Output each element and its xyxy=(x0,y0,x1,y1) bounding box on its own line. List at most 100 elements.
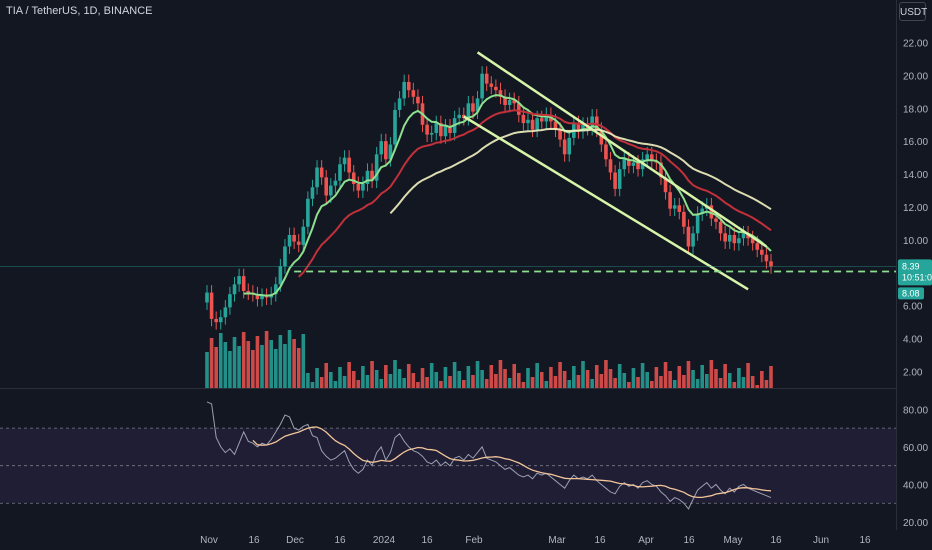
candle-body xyxy=(576,123,581,132)
candle-body xyxy=(594,116,599,130)
volume-bar xyxy=(241,332,246,388)
candle-body xyxy=(512,100,517,104)
volume-bar xyxy=(324,363,329,388)
volume-bar xyxy=(448,376,452,388)
time-tick-label: Dec xyxy=(286,535,304,546)
candle-body xyxy=(420,103,425,125)
candle-body xyxy=(572,123,576,138)
time-tick-label: Feb xyxy=(465,535,483,546)
countdown-label: 10:51:01 xyxy=(902,272,932,282)
candle-body xyxy=(549,114,553,122)
candle-body xyxy=(737,238,741,244)
candle-body xyxy=(732,234,737,244)
volume-bar xyxy=(260,345,264,388)
candle-body xyxy=(388,144,393,160)
candle-body xyxy=(709,205,714,219)
volume-bar xyxy=(714,369,718,388)
candle-body xyxy=(613,172,617,189)
volume-bar xyxy=(452,362,457,388)
volume-bar xyxy=(480,370,484,388)
volume-bar xyxy=(732,382,737,388)
last-price-label: 8.39 xyxy=(902,261,920,271)
candle-body xyxy=(562,139,567,155)
candle-body xyxy=(461,114,466,119)
volume-bar xyxy=(402,378,406,388)
volume-bar xyxy=(709,360,714,388)
candle-body xyxy=(402,81,406,99)
candle-body xyxy=(324,177,329,196)
candle-body xyxy=(663,177,668,193)
volume-bar xyxy=(608,369,613,388)
candle-body xyxy=(494,86,498,91)
volume-bar xyxy=(319,377,324,388)
candle-body xyxy=(544,114,549,122)
candle-body xyxy=(649,154,654,161)
candle-body xyxy=(342,157,347,165)
volume-bar xyxy=(654,367,659,388)
time-tick-label: 16 xyxy=(770,535,782,546)
candle-body xyxy=(338,164,342,181)
volume-bar xyxy=(769,366,773,388)
volume-bar xyxy=(471,375,475,388)
volume-bar xyxy=(434,372,439,388)
volume-bar xyxy=(764,380,769,388)
candle-body xyxy=(264,295,269,298)
rsi-tick-label: 40.00 xyxy=(903,480,928,491)
volume-bar xyxy=(411,373,416,388)
volume-bar xyxy=(205,352,209,388)
volume-bar xyxy=(296,348,301,388)
candle-body xyxy=(333,180,338,186)
volume-bar xyxy=(668,371,672,388)
volume-bar xyxy=(737,368,741,388)
volume-bar xyxy=(214,347,218,388)
volume-bar xyxy=(604,360,608,388)
candle-body xyxy=(466,103,471,119)
candle-body xyxy=(585,124,590,129)
volume-bar xyxy=(420,368,425,388)
support-badge xyxy=(898,287,924,300)
volume-bar xyxy=(507,378,512,388)
candle-body xyxy=(617,169,622,189)
candle-body xyxy=(287,234,292,247)
candle-body xyxy=(521,114,526,124)
price-tick-label: 8.00 xyxy=(903,269,923,280)
candle-body xyxy=(255,294,260,300)
time-tick-label: 16 xyxy=(334,535,346,546)
candle-body xyxy=(526,119,530,124)
volume-bar xyxy=(351,371,356,388)
volume-bar xyxy=(342,376,347,388)
candle-body xyxy=(480,73,484,99)
volume-bar xyxy=(590,379,594,388)
candle-body xyxy=(659,162,663,178)
candle-body xyxy=(746,233,750,239)
volume-bar xyxy=(517,373,521,388)
candle-body xyxy=(374,154,379,181)
candle-body xyxy=(645,154,649,160)
candle-body xyxy=(507,100,512,105)
candle-body xyxy=(384,141,388,160)
candle-body xyxy=(228,294,232,308)
volume-bar xyxy=(544,381,549,388)
candle-body xyxy=(727,234,732,242)
currency-unit-button[interactable]: USDT xyxy=(899,2,927,21)
candle-body xyxy=(406,81,411,91)
volume-bar xyxy=(494,374,498,388)
pane-divider xyxy=(0,388,896,389)
volume-bar xyxy=(645,372,649,388)
volume-bar xyxy=(572,366,576,388)
last-price-badge xyxy=(898,259,932,286)
volume-bar xyxy=(535,363,539,388)
candle-body xyxy=(682,211,686,227)
rsi-line xyxy=(206,401,772,510)
candle-body xyxy=(677,205,682,212)
volume-bar xyxy=(466,366,471,388)
volume-bar xyxy=(640,363,645,388)
volume-bar xyxy=(663,362,668,388)
time-tick-label: May xyxy=(724,535,743,546)
candle-body xyxy=(223,307,228,318)
volume-bar xyxy=(530,377,535,388)
rsi-tick-label: 60.00 xyxy=(903,443,928,454)
volume-bar xyxy=(439,381,443,388)
volume-bar xyxy=(232,337,237,388)
